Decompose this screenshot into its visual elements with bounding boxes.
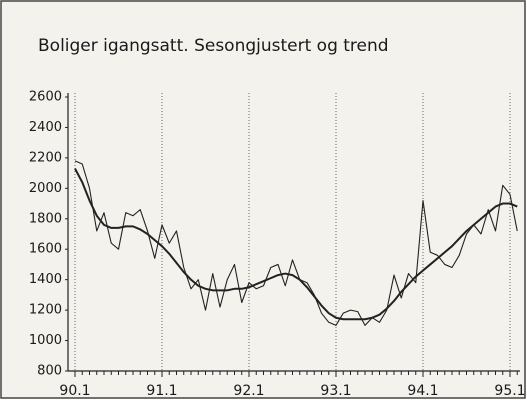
y-tick-label: 1000: [29, 333, 62, 348]
y-tick-label: 2600: [29, 90, 62, 105]
x-tick-label: 92.1: [233, 383, 264, 399]
x-tick-label: 91.1: [146, 383, 177, 399]
x-tick-label: 94.1: [407, 383, 438, 399]
y-tick-label: 1600: [29, 242, 62, 257]
y-tick-label: 1400: [29, 272, 62, 287]
series-line: [74, 168, 518, 321]
y-tick-label: 2200: [29, 150, 62, 165]
y-tick-label: 800: [37, 364, 62, 379]
y-tick-label: 2400: [29, 120, 62, 135]
chart-title: Boliger igangsatt. Sesongjustert og tren…: [38, 36, 389, 56]
y-tick-label: 1200: [29, 303, 62, 318]
y-tick-label: 2000: [29, 181, 62, 196]
x-tick-label: 90.1: [59, 383, 90, 399]
x-tick-label: 95.1: [494, 383, 525, 399]
x-tick-label: 93.1: [320, 383, 351, 399]
y-tick-label: 1800: [29, 211, 62, 226]
